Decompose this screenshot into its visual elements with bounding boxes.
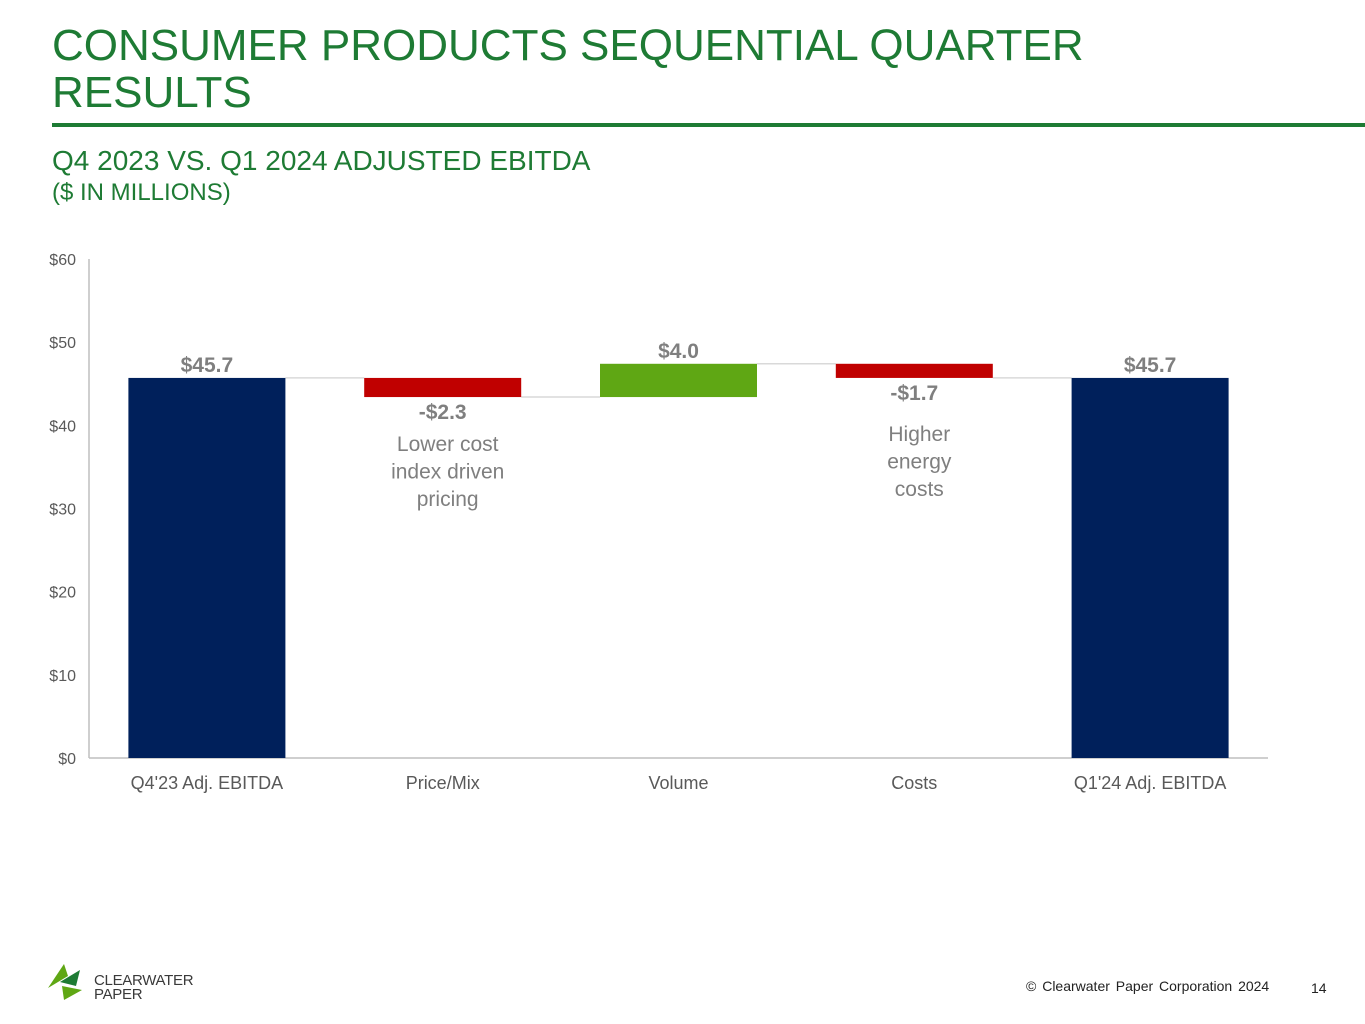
x-tick-label: Costs <box>891 773 937 793</box>
x-tick-label: Q4'23 Adj. EBITDA <box>131 773 284 793</box>
title-divider <box>52 123 1365 127</box>
annotation-text: pricing <box>417 488 479 511</box>
data-label: $45.7 <box>181 354 234 377</box>
data-label: $45.7 <box>1124 354 1177 377</box>
annotation-text: index driven <box>391 461 504 484</box>
footer-copyright: © Clearwater Paper Corporation 2024 <box>1026 978 1270 994</box>
slide-title: CONSUMER PRODUCTS SEQUENTIAL QUARTER RES… <box>52 21 1084 117</box>
data-label: -$1.7 <box>890 382 938 405</box>
logo-wordmark-line1: CLEARWATER <box>94 972 194 989</box>
x-tick-label: Q1'24 Adj. EBITDA <box>1074 773 1227 793</box>
annotation-text: Lower cost <box>397 433 499 456</box>
bar-total <box>1071 377 1229 758</box>
y-tick-label: $60 <box>49 252 76 269</box>
page-number: 14 <box>1311 980 1327 996</box>
y-tick-label: $40 <box>49 418 76 435</box>
logo-wordmark-line2: PAPER <box>94 986 143 1003</box>
y-tick-label: $0 <box>58 751 76 768</box>
data-label: -$2.3 <box>419 401 467 424</box>
bar-increase <box>600 363 757 398</box>
data-label: $4.0 <box>658 340 699 363</box>
clearwater-logo-icon <box>48 964 82 1000</box>
chart-subtitle: Q4 2023 VS. Q1 2024 ADJUSTED EBITDA <box>52 145 591 176</box>
y-tick-label: $30 <box>49 502 76 519</box>
y-tick-label: $10 <box>49 668 76 685</box>
annotation-text: energy <box>887 451 952 474</box>
annotation-text: Higher <box>888 423 950 446</box>
chart-units: ($ IN MILLIONS) <box>52 179 231 206</box>
annotation-text: costs <box>895 478 944 501</box>
waterfall-chart: $0 $10 $20 $30 $40 $50 $60 $45.7 Q4'23 Adj. EBIT… <box>49 252 1268 793</box>
bar-total <box>128 377 286 758</box>
y-tick-label: $20 <box>49 585 76 602</box>
x-tick-label: Price/Mix <box>406 773 480 793</box>
x-tick-label: Volume <box>648 773 708 793</box>
bar-decrease <box>835 363 993 378</box>
bar-decrease <box>364 377 522 398</box>
y-tick-label: $50 <box>49 335 76 352</box>
